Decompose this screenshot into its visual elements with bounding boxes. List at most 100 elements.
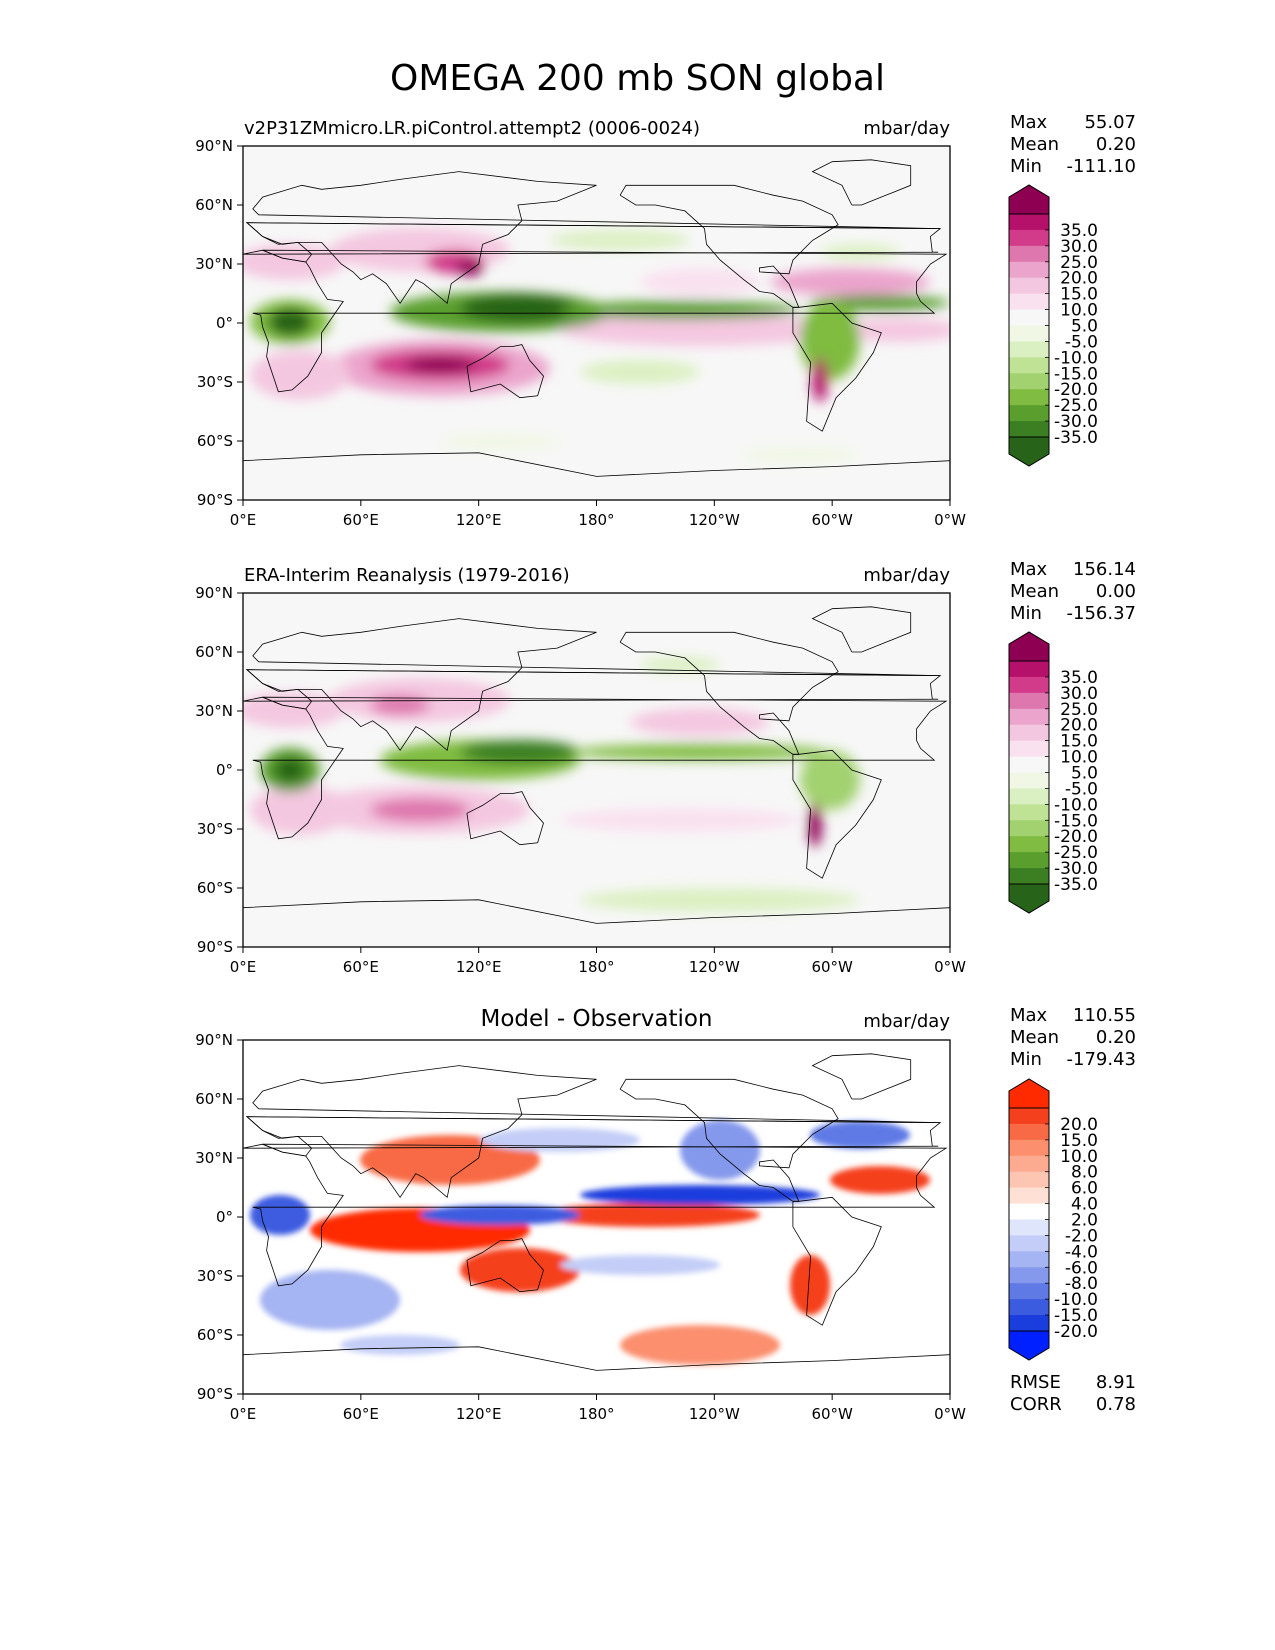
coastlines xyxy=(243,159,950,477)
coastline xyxy=(792,749,882,879)
panel-3-colorbar: 20.015.010.08.06.04.02.0-2.0-4.0-6.0-8.0… xyxy=(1008,1078,1098,1361)
y-tick-label: 30°S xyxy=(197,373,233,391)
colorbar-swatch xyxy=(1009,245,1049,263)
colorbar-label: 35.0 xyxy=(1060,221,1098,241)
coastline xyxy=(792,1196,882,1326)
panel-2-title: ERA-Interim Reanalysis (1979-2016) xyxy=(244,565,570,586)
x-tick-label: 120°W xyxy=(689,1405,740,1423)
colorbar-swatch xyxy=(1009,229,1049,247)
colorbar-swatch xyxy=(1009,1203,1049,1220)
panel-1-axes: 0°E 60°E 120°E 180° 120°W 60°W 0°W 90°N 60°N 30°N… xyxy=(195,137,966,529)
colorbar-label: -20.0 xyxy=(1054,380,1098,400)
colorbar-swatch xyxy=(1009,261,1049,279)
colorbar-label: -35.0 xyxy=(1054,428,1098,448)
colorbar-label: 5.0 xyxy=(1071,317,1098,337)
y-tick-label: 60°S xyxy=(197,1326,233,1344)
stat-max: 110.55 xyxy=(1073,1005,1136,1026)
colorbar-swatch xyxy=(1009,740,1049,758)
x-tick-label: 60°E xyxy=(343,511,379,529)
colorbar-label: -25.0 xyxy=(1054,396,1098,416)
colorbar-label: 15.0 xyxy=(1060,285,1098,305)
coastlines xyxy=(243,606,950,924)
panel-3-extra-stats: RMSE 8.91 CORR 0.78 xyxy=(1010,1372,1136,1416)
panel-1-units: mbar/day xyxy=(863,118,950,139)
panel-3-field xyxy=(243,1040,950,1394)
colorbar-label: -15.0 xyxy=(1054,364,1098,384)
colorbar-label: 20.0 xyxy=(1060,1115,1098,1135)
y-tick-label: 90°N xyxy=(195,1031,233,1049)
panel-2-colorbar: 35.030.025.020.015.010.05.0-5.0-10.0-15.… xyxy=(1008,631,1098,914)
coastline xyxy=(619,631,839,755)
coastline xyxy=(243,1346,950,1371)
panel-3-stats: Max 110.55 Mean 0.20 Min -179.43 xyxy=(1010,1005,1136,1071)
y-tick-label: 90°S xyxy=(197,491,233,509)
colorbar-swatch xyxy=(1009,836,1049,853)
stat-max: 55.07 xyxy=(1084,112,1136,133)
y-tick-label: 30°N xyxy=(195,255,233,273)
colorbar-label: -5.0 xyxy=(1065,779,1098,799)
panel-2-axes: 0°E 60°E 120°E 180° 120°W 60°W 0°W 90°N 60°N 30°N… xyxy=(195,584,966,976)
y-tick-label: 30°S xyxy=(197,820,233,838)
stat-mean-label: Mean xyxy=(1010,1027,1060,1048)
colorbar-swatch xyxy=(1009,309,1049,326)
colorbar-label: 5.0 xyxy=(1071,764,1098,784)
colorbar-swatch xyxy=(1009,708,1049,726)
coastline xyxy=(811,159,912,206)
x-tick-label: 120°W xyxy=(689,511,740,529)
colorbar-swatch xyxy=(1009,868,1049,885)
stat-min: -179.43 xyxy=(1066,1049,1136,1070)
colorbar-swatch xyxy=(1009,661,1049,678)
colorbar-label: 15.0 xyxy=(1060,732,1098,752)
panel-2-stats: Max 156.14 Mean 0.00 Min -156.37 xyxy=(1010,559,1136,625)
colorbar-swatch xyxy=(1009,405,1049,422)
stat-mean: 0.20 xyxy=(1095,1027,1136,1048)
colorbar-label: 25.0 xyxy=(1060,700,1098,720)
colorbar-label: -15.0 xyxy=(1054,811,1098,831)
y-tick-label: 30°N xyxy=(195,702,233,720)
coastline xyxy=(245,1065,941,1199)
figure-title: OMEGA 200 mb SON global xyxy=(390,58,885,99)
colorbar-label: -15.0 xyxy=(1054,1306,1098,1326)
x-tick-label: 0°E xyxy=(230,958,257,976)
x-tick-label: 0°E xyxy=(230,511,257,529)
colorbar-label: -5.0 xyxy=(1065,332,1098,352)
colorbar-swatch xyxy=(1009,676,1049,694)
colorbar-label: -6.0 xyxy=(1065,1258,1098,1278)
stat-min-label: Min xyxy=(1010,603,1042,624)
x-tick-label: 120°E xyxy=(456,511,502,529)
colorbar-label: 10.0 xyxy=(1060,748,1098,768)
coastline xyxy=(252,696,948,840)
y-tick-label: 60°N xyxy=(195,1090,233,1108)
panel-3-title: Model - Observation xyxy=(480,1006,713,1032)
colorbar-label: 10.0 xyxy=(1060,301,1098,321)
x-tick-label: 0°W xyxy=(934,511,966,529)
stat-mean: 0.20 xyxy=(1095,134,1136,155)
colorbar-label: 30.0 xyxy=(1060,237,1098,257)
colorbar-swatch xyxy=(1009,1267,1049,1284)
colorbar-label: -35.0 xyxy=(1054,875,1098,895)
colorbar-extend-max xyxy=(1008,631,1050,662)
y-tick-label: 30°S xyxy=(197,1267,233,1285)
colorbar-swatch xyxy=(1009,756,1049,773)
stat-min: -111.10 xyxy=(1066,156,1136,177)
colorbar-label: 20.0 xyxy=(1060,269,1098,289)
colorbar-swatch xyxy=(1009,788,1049,805)
x-tick-label: 60°W xyxy=(811,958,853,976)
colorbar-swatch xyxy=(1009,1315,1049,1332)
colorbar-extend-min xyxy=(1008,436,1050,467)
stat-max-label: Max xyxy=(1010,559,1048,580)
x-tick-label: 0°E xyxy=(230,1405,257,1423)
panel-3-units: mbar/day xyxy=(863,1011,950,1032)
stat-max: 156.14 xyxy=(1073,559,1136,580)
colorbar-label: -10.0 xyxy=(1054,1290,1098,1310)
colorbar-label: -30.0 xyxy=(1054,412,1098,432)
colorbar-swatch xyxy=(1009,1155,1049,1173)
panel-1-colorbar: 35.030.025.020.015.010.05.0-5.0-10.0-15.… xyxy=(1008,184,1098,467)
stat-corr: 0.78 xyxy=(1095,1394,1136,1415)
colorbar-label: 35.0 xyxy=(1060,668,1098,688)
colorbar-label: -20.0 xyxy=(1054,827,1098,847)
colorbar-label: -2.0 xyxy=(1065,1226,1098,1246)
coastline xyxy=(619,184,839,308)
colorbar-label: 6.0 xyxy=(1071,1179,1098,1199)
